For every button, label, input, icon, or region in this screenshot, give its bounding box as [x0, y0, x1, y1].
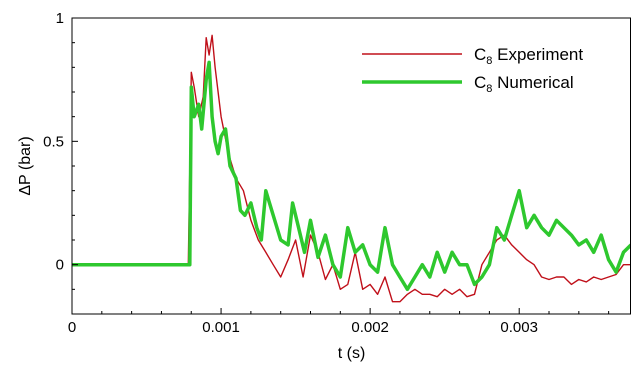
series-line-numerical [72, 60, 631, 292]
legend-label-experiment-main: C [474, 45, 486, 64]
legend-label-numerical-main: C [474, 73, 486, 92]
legend: C8 Experiment C8 Numerical [362, 45, 583, 95]
series-line-experiment [72, 34, 631, 303]
legend-item-numerical: C8 Numerical [362, 73, 574, 95]
legend-label-numerical-rest: Numerical [492, 73, 573, 92]
legend-label-numerical: C8 Numerical [474, 73, 574, 95]
y-tick-label: 0 [56, 257, 64, 274]
legend-label-numerical-sub: 8 [486, 83, 492, 95]
y-tick-label: 1 [56, 10, 64, 27]
y-tick-label: 0.5 [43, 133, 64, 150]
x-tick-label: 0.002 [351, 319, 389, 336]
x-tick-label: 0.003 [500, 319, 538, 336]
legend-label-experiment-sub: 8 [486, 55, 492, 67]
x-tick-label: 0 [68, 319, 76, 336]
plot-series-group [72, 34, 631, 303]
axis-ticks-group: 0 0.001 0.002 0.003 0 0.5 1 [43, 10, 610, 336]
x-tick-label: 0.001 [202, 319, 240, 336]
y-axis-label: ΔP (bar) [17, 136, 34, 195]
x-axis-label: t (s) [338, 345, 366, 362]
legend-item-experiment: C8 Experiment [362, 45, 583, 67]
legend-label-experiment: C8 Experiment [474, 45, 583, 67]
legend-label-experiment-rest: Experiment [492, 45, 583, 64]
